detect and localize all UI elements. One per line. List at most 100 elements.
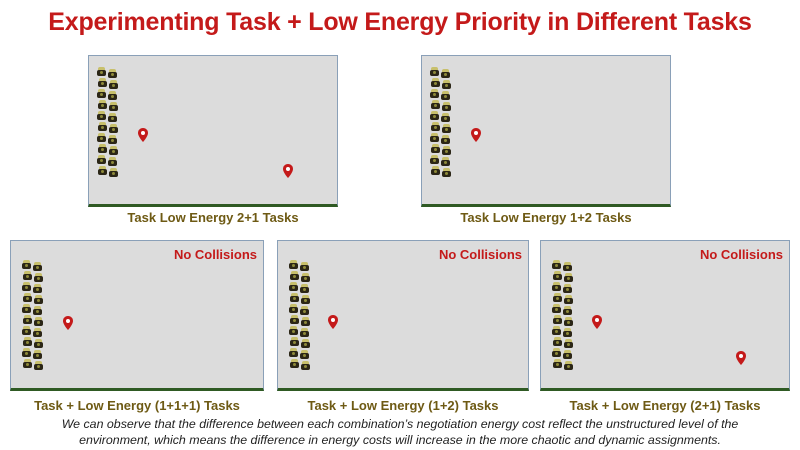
robot-icon (98, 144, 107, 153)
robot-icon (563, 262, 572, 271)
robot-icon (109, 168, 118, 177)
robot-icon (430, 155, 439, 164)
robot-icon (552, 304, 561, 313)
robot-icon (108, 113, 117, 122)
robot-icon (109, 124, 118, 133)
robot-icon (23, 271, 32, 280)
robot-icon (300, 262, 309, 271)
panel-label-3: Task + Low Energy (1+1+1) Tasks (34, 398, 240, 413)
robot-icon (97, 89, 106, 98)
map-pin-icon (592, 315, 602, 329)
robot-icon (442, 146, 451, 155)
robot-icon (300, 350, 309, 359)
slide-title: Experimenting Task + Low Energy Priority… (48, 8, 752, 36)
robot-icon (442, 124, 451, 133)
robot-icon (109, 146, 118, 155)
robot-icon (563, 328, 572, 337)
robot-icon (108, 91, 117, 100)
robot-icon (553, 359, 562, 368)
robot-icon (23, 359, 32, 368)
robot-icon (431, 144, 440, 153)
conclusion-footnote: We can observe that the difference betwe… (0, 416, 800, 448)
robot-icon (97, 111, 106, 120)
robot-icon (23, 293, 32, 302)
robot-icon (22, 282, 31, 291)
robot-icon (97, 133, 106, 142)
robot-icon (98, 78, 107, 87)
robot-icon (289, 260, 298, 269)
robot-icon (563, 350, 572, 359)
robot-icon (22, 326, 31, 335)
robot-icon (289, 282, 298, 291)
map-pin-icon (736, 351, 746, 365)
robot-icon (300, 328, 309, 337)
robot-icon (564, 317, 573, 326)
robot-icon (430, 133, 439, 142)
robot-icon (290, 337, 299, 346)
robot-icon (22, 260, 31, 269)
robot-icon (441, 69, 450, 78)
no-collisions-badge: No Collisions (438, 247, 522, 262)
robot-icon (553, 315, 562, 324)
robot-icon (564, 339, 573, 348)
panel-label-5: Task + Low Energy (2+1) Tasks (569, 398, 761, 413)
robot-icon (553, 293, 562, 302)
robot-icon (431, 166, 440, 175)
robot-icon (23, 337, 32, 346)
robot-icon (33, 262, 42, 271)
simulation-panel-3: No Collisions (10, 240, 264, 391)
footnote-line-1: We can observe that the difference betwe… (61, 417, 739, 431)
robot-icon (290, 315, 299, 324)
robot-icon (552, 260, 561, 269)
robot-icon (430, 111, 439, 120)
robot-icon (289, 348, 298, 357)
robot-icon (33, 350, 42, 359)
robot-icon (98, 166, 107, 175)
robot-icon (33, 328, 42, 337)
robot-icon (301, 295, 310, 304)
robot-icon (34, 295, 43, 304)
robot-icon (442, 80, 451, 89)
robot-icon (290, 359, 299, 368)
simulation-panel-5: No Collisions (540, 240, 790, 391)
robot-icon (431, 122, 440, 131)
robot-icon (564, 361, 573, 370)
robot-icon (442, 168, 451, 177)
robot-icon (289, 304, 298, 313)
robot-icon (441, 113, 450, 122)
robot-icon (108, 157, 117, 166)
panel-label-1: Task Low Energy 2+1 Tasks (127, 210, 299, 225)
robot-icon (33, 284, 42, 293)
robot-icon (34, 273, 43, 282)
robot-icon (22, 304, 31, 313)
robot-icon (441, 91, 450, 100)
robot-icon (300, 284, 309, 293)
map-pin-icon (138, 128, 148, 142)
robot-icon (301, 273, 310, 282)
robot-icon (34, 317, 43, 326)
robot-icon (33, 306, 42, 315)
robot-icon (22, 348, 31, 357)
simulation-panel-2 (421, 55, 671, 207)
robot-icon (552, 348, 561, 357)
robot-icon (108, 69, 117, 78)
robot-icon (109, 102, 118, 111)
simulation-panel-1 (88, 55, 338, 207)
robot-icon (97, 155, 106, 164)
robot-icon (301, 317, 310, 326)
simulation-panel-4: No Collisions (277, 240, 529, 391)
map-pin-icon (283, 164, 293, 178)
no-collisions-badge: No Collisions (173, 247, 257, 262)
robot-icon (290, 293, 299, 302)
robot-icon (563, 284, 572, 293)
robot-icon (441, 135, 450, 144)
robot-icon (109, 80, 118, 89)
robot-icon (564, 273, 573, 282)
robot-icon (563, 306, 572, 315)
robot-icon (23, 315, 32, 324)
robot-icon (441, 157, 450, 166)
map-pin-icon (471, 128, 481, 142)
panel-label-4: Task + Low Energy (1+2) Tasks (307, 398, 499, 413)
robot-icon (98, 122, 107, 131)
robot-icon (431, 100, 440, 109)
